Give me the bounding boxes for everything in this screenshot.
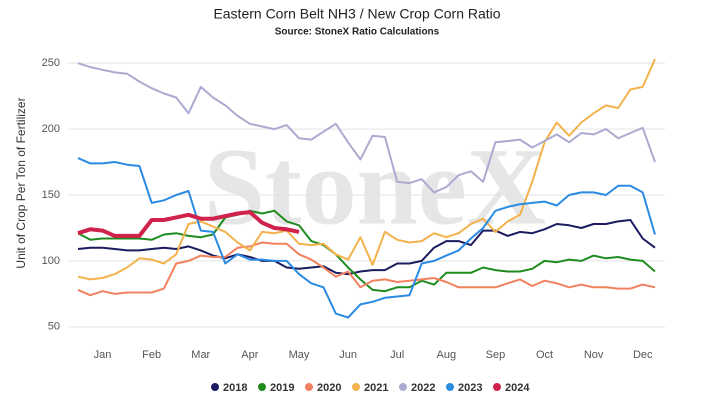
series-line [77,241,656,297]
legend-label: 2024 [505,382,530,394]
x-tick-label: Sep [486,349,506,361]
legend-marker [211,383,219,391]
legend-marker [399,383,407,391]
y-tick-label: 150 [42,189,60,201]
x-tick-label: Apr [241,349,258,361]
y-tick-label: 50 [48,321,60,333]
legend-label: 2023 [458,382,482,394]
y-tick-label: 250 [42,57,60,69]
x-tick-label: Oct [536,349,553,361]
y-tick-label: 200 [42,123,60,135]
legend-marker [493,383,501,391]
x-tick-label: Jul [390,349,404,361]
legend-label: 2019 [270,382,294,394]
y-axis-label: Unit of Crop Per Ton of Fertilizer [14,97,28,268]
grid: 50 100 150 200 250 Jan Feb Mar Apr May Jun Jul Aug Se… [42,57,665,361]
series-line [77,62,656,194]
legend-marker [305,383,313,391]
x-tick-label: Dec [633,349,653,361]
x-tick-label: Nov [584,349,604,361]
legend-marker [258,383,266,391]
series-line [77,210,300,238]
x-tick-label: May [289,349,310,361]
chart-subtitle: Source: StoneX Ratio Calculations [275,27,440,38]
legend-marker [352,383,360,391]
legend: 2018 2019 2020 2021 2022 2023 2024 [211,382,530,394]
y-tick-label: 100 [42,255,60,267]
x-tick-label: Jan [94,349,112,361]
x-tick-label: Aug [437,349,457,361]
chart-title: Eastern Corn Belt NH3 / New Crop Corn Ra… [213,6,500,22]
lines [77,58,656,319]
legend-label: 2020 [317,382,341,394]
legend-label: 2021 [364,382,388,394]
legend-label: 2022 [411,382,435,394]
legend-marker [446,383,454,391]
x-tick-label: Mar [191,349,210,361]
x-tick-label: Feb [142,349,161,361]
x-tick-label: Jun [339,349,357,361]
watermark: StoneX [204,125,546,247]
series-line [77,58,656,281]
series-line [77,157,656,319]
series-line [77,219,656,276]
legend-label: 2018 [223,382,247,394]
